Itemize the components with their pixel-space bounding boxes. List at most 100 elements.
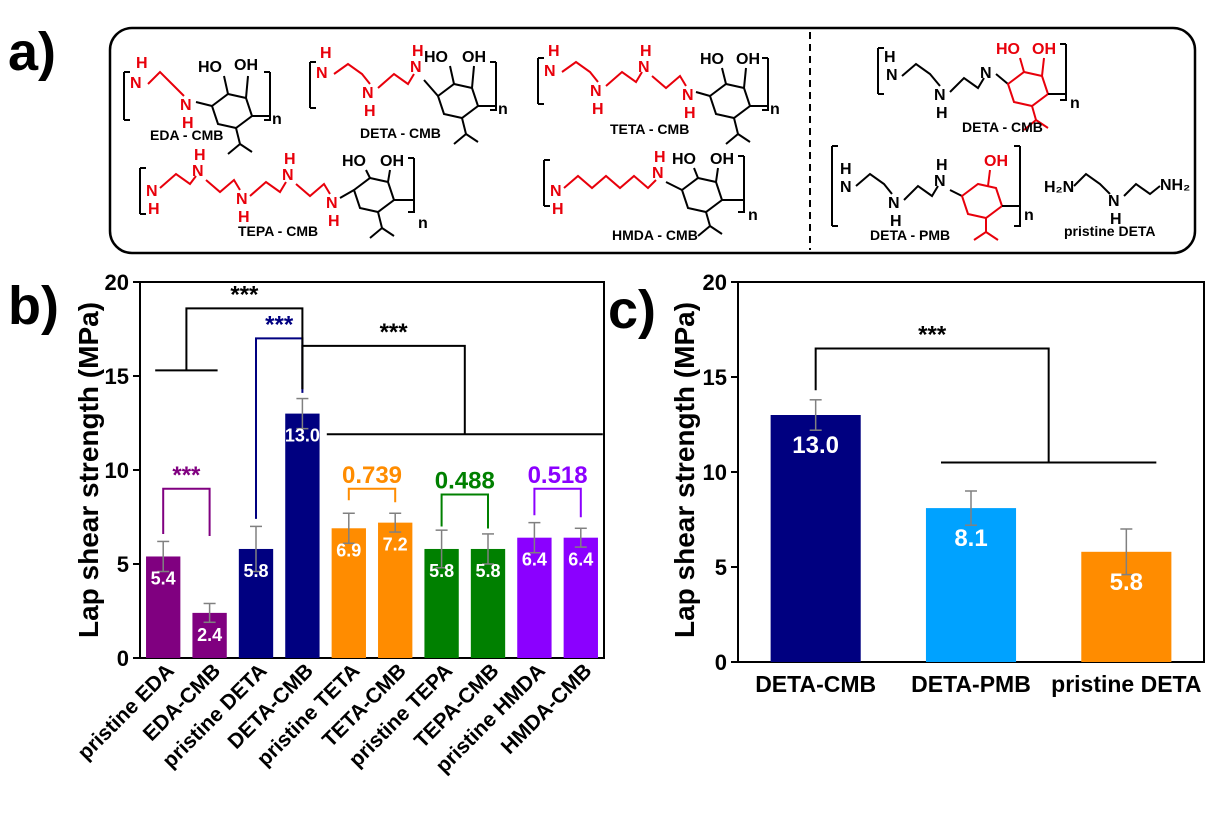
svg-text:H: H bbox=[684, 105, 696, 122]
svg-text:N: N bbox=[236, 191, 248, 208]
y-tick-label: 0 bbox=[715, 650, 727, 675]
svg-text:N: N bbox=[180, 97, 192, 114]
structure-deta-pmb: H N N H N H OH n DETA - PMB bbox=[831, 145, 1034, 243]
bar-teta-cmb bbox=[378, 522, 413, 658]
svg-text:n: n bbox=[418, 215, 428, 232]
value-label: 7.2 bbox=[383, 535, 408, 555]
y-tick-label: 15 bbox=[703, 365, 727, 390]
structure-hmda-cmb: N H N H HO OH n HMDA - CMB bbox=[543, 149, 758, 243]
significance-bracket bbox=[814, 347, 1050, 463]
svg-text:N: N bbox=[1108, 193, 1120, 210]
structure-eda-cmb-label: EDA - CMB bbox=[150, 127, 223, 143]
svg-text:H: H bbox=[640, 43, 652, 60]
svg-text:N: N bbox=[326, 195, 338, 212]
chart-c: Lap shear strength (MPa) 0 5 10 15 20 13.0 8.1… bbox=[669, 270, 1205, 697]
svg-text:NH₂: NH₂ bbox=[1160, 177, 1190, 194]
significance-bracket bbox=[162, 487, 211, 537]
svg-text:n: n bbox=[498, 101, 508, 118]
value-label: 6.4 bbox=[568, 550, 593, 570]
significance-label: 0.488 bbox=[435, 467, 495, 494]
significance-label: 0.518 bbox=[528, 462, 588, 489]
svg-text:H: H bbox=[890, 213, 902, 230]
panel-label-a: a) bbox=[8, 22, 56, 82]
x-tick-label: pristine DETA bbox=[1051, 671, 1201, 697]
y-tick-label: 5 bbox=[117, 552, 129, 577]
svg-text:H: H bbox=[364, 103, 376, 120]
svg-text:N: N bbox=[316, 65, 328, 82]
x-tick-label: DETA-CMB bbox=[755, 671, 876, 697]
bar-pristine-eda bbox=[146, 556, 181, 658]
svg-text:N: N bbox=[638, 59, 650, 76]
structure-pristine-deta-label: pristine DETA bbox=[1064, 223, 1156, 239]
structure-deta-cmb: H N N H N H HO OH n DETA - CMB bbox=[309, 43, 508, 145]
svg-text:H: H bbox=[194, 147, 206, 164]
structure-deta-cmb-right-label: DETA - CMB bbox=[962, 119, 1043, 135]
svg-text:N: N bbox=[652, 165, 664, 182]
structure-deta-cmb-highlight: H N N H N HO OH n DETA - CMB bbox=[877, 41, 1080, 135]
bar-tepa-cmb bbox=[470, 548, 506, 658]
svg-text:n: n bbox=[748, 207, 758, 224]
y-tick-label: 15 bbox=[105, 364, 129, 389]
svg-text:N: N bbox=[362, 85, 374, 102]
value-label: 5.4 bbox=[151, 568, 176, 588]
svg-text:HO: HO bbox=[700, 51, 724, 68]
svg-text:N: N bbox=[410, 59, 422, 76]
svg-text:H: H bbox=[238, 209, 250, 226]
significance-label: *** bbox=[230, 281, 259, 308]
svg-text:OH: OH bbox=[736, 51, 760, 68]
value-label: 6.9 bbox=[336, 540, 361, 560]
svg-text:H: H bbox=[182, 115, 194, 132]
significance-bracket bbox=[440, 493, 489, 529]
svg-text:OH: OH bbox=[984, 153, 1008, 170]
panel-label-c: c) bbox=[608, 280, 656, 340]
svg-text:H: H bbox=[936, 105, 948, 122]
svg-text:OH: OH bbox=[234, 57, 258, 74]
value-label: 5.8 bbox=[429, 561, 454, 581]
svg-text:OH: OH bbox=[710, 151, 734, 168]
chart-c-ylabel: Lap shear strength (MPa) bbox=[669, 302, 700, 638]
significance-label: *** bbox=[265, 311, 294, 338]
bar-hmda-cmb bbox=[563, 537, 598, 658]
svg-text:N: N bbox=[934, 87, 946, 104]
chart-b: Lap shear strength (MPa) 0 5 10 15 20 5.4 2.4 5… bbox=[73, 270, 605, 778]
structure-teta-cmb: H N N H N H N H HO OH n TETA - CMB bbox=[537, 43, 780, 145]
y-tick-label: 5 bbox=[715, 555, 727, 580]
panel-label-b: b) bbox=[8, 276, 59, 336]
svg-text:N: N bbox=[590, 83, 602, 100]
svg-text:N: N bbox=[888, 195, 900, 212]
svg-text:H: H bbox=[552, 201, 564, 218]
significance-label: *** bbox=[918, 322, 947, 349]
x-tick-label: DETA-PMB bbox=[911, 671, 1031, 697]
svg-text:N: N bbox=[130, 75, 142, 92]
svg-text:HO: HO bbox=[996, 41, 1020, 58]
svg-text:N: N bbox=[840, 179, 852, 196]
y-tick-label: 10 bbox=[703, 460, 727, 485]
svg-text:H: H bbox=[328, 213, 340, 230]
value-label: 2.4 bbox=[197, 625, 222, 645]
bar-pristine-hmda bbox=[517, 537, 552, 658]
svg-text:H: H bbox=[284, 151, 296, 168]
significance-label: 0.739 bbox=[342, 462, 402, 489]
value-label: 13.0 bbox=[792, 432, 839, 459]
structure-pristine-deta: H₂N N H NH₂ pristine DETA bbox=[1044, 172, 1190, 239]
structures-frame bbox=[108, 26, 1197, 255]
svg-text:HO: HO bbox=[198, 59, 222, 76]
value-label: 5.8 bbox=[243, 561, 268, 581]
bar-deta-cmb bbox=[770, 415, 861, 662]
bar-deta-pmb bbox=[925, 508, 1017, 662]
bar-deta-cmb bbox=[285, 413, 320, 658]
svg-text:n: n bbox=[770, 101, 780, 118]
svg-text:N: N bbox=[934, 173, 946, 190]
value-label: 5.8 bbox=[475, 561, 500, 581]
bar-pristine-teta bbox=[331, 528, 366, 658]
significance-bracket bbox=[533, 487, 582, 518]
y-tick-label: 20 bbox=[703, 270, 727, 295]
svg-text:H: H bbox=[592, 101, 604, 118]
svg-text:N: N bbox=[980, 65, 992, 82]
svg-text:H: H bbox=[840, 161, 852, 178]
structure-tepa-cmb-label: TEPA - CMB bbox=[238, 223, 318, 239]
svg-text:HO: HO bbox=[342, 153, 366, 170]
svg-text:H: H bbox=[884, 49, 896, 66]
svg-text:n: n bbox=[272, 111, 282, 128]
